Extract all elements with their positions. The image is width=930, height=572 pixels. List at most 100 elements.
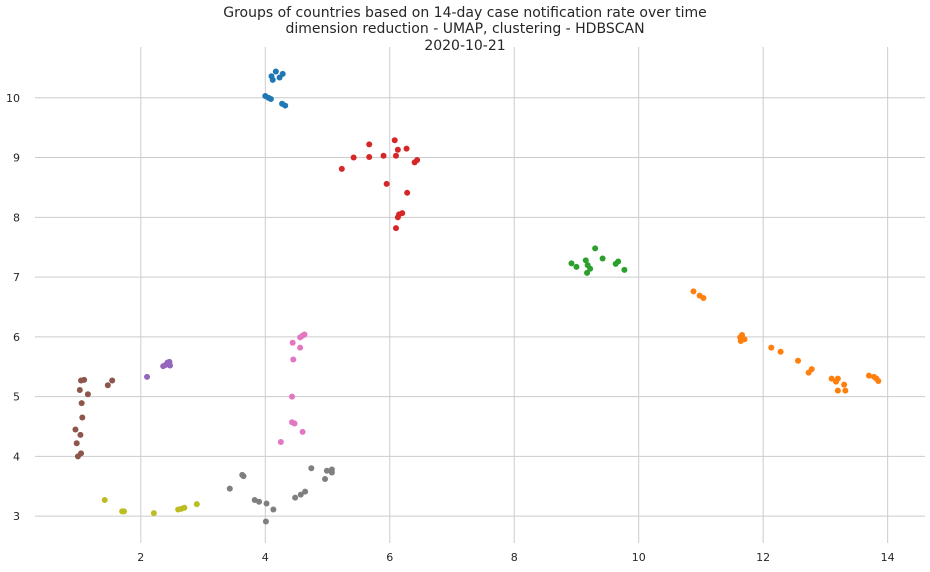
data-point <box>366 141 373 148</box>
x-tick-label: 10 <box>632 551 646 564</box>
cluster-7 <box>226 465 335 525</box>
data-point <box>394 214 401 221</box>
data-point <box>621 266 628 273</box>
cluster-3 <box>690 288 882 394</box>
y-tick-label: 8 <box>13 211 20 224</box>
data-point <box>74 453 81 460</box>
data-point <box>573 263 580 270</box>
data-point <box>84 391 91 398</box>
data-point <box>73 440 80 447</box>
chart-title-line-1: Groups of countries based on 14-day case… <box>223 5 707 21</box>
x-tick-label: 2 <box>137 551 144 564</box>
y-tick-label: 9 <box>13 152 20 165</box>
data-point <box>267 95 274 102</box>
data-point <box>582 257 589 264</box>
data-point <box>328 469 335 476</box>
x-tick-label: 4 <box>262 551 269 564</box>
data-point <box>269 76 276 83</box>
data-point <box>865 372 872 379</box>
data-point <box>297 491 304 498</box>
y-tick-label: 10 <box>6 92 20 105</box>
data-point <box>805 369 812 376</box>
y-tick-label: 7 <box>13 271 20 284</box>
data-point <box>414 156 421 163</box>
y-tick-label: 5 <box>13 391 20 404</box>
data-point <box>690 288 697 295</box>
data-point <box>193 501 200 508</box>
data-point <box>290 356 297 363</box>
x-tick-label: 6 <box>386 551 393 564</box>
data-point <box>72 426 79 433</box>
data-point <box>144 373 151 380</box>
data-point <box>392 152 399 159</box>
data-point <box>279 70 286 77</box>
cluster-0 <box>262 68 289 109</box>
data-point <box>301 331 308 338</box>
data-point <box>292 494 299 501</box>
data-point <box>350 154 357 161</box>
data-point <box>366 153 373 160</box>
data-point <box>291 420 298 427</box>
data-point <box>841 381 848 388</box>
data-point <box>101 496 108 503</box>
data-point <box>599 255 606 262</box>
data-point <box>587 265 594 272</box>
data-point <box>322 476 329 483</box>
data-point <box>828 375 835 382</box>
data-point <box>240 473 247 480</box>
data-point <box>256 498 263 505</box>
data-point <box>181 504 188 511</box>
data-point <box>777 348 784 355</box>
data-point <box>615 258 622 265</box>
chart-title-line-2: dimension reduction - UMAP, clustering -… <box>285 21 645 37</box>
data-point <box>77 431 84 438</box>
data-point <box>338 165 345 172</box>
tick-labels: 2 4 6 8 10 12 14 3 4 5 6 7 8 9 10 <box>6 92 895 564</box>
data-point <box>272 68 279 75</box>
data-point <box>568 260 575 267</box>
data-point <box>833 378 839 385</box>
cluster-1 <box>338 137 421 232</box>
data-point <box>391 137 398 144</box>
cluster-4 <box>144 358 174 380</box>
data-point <box>875 378 882 385</box>
cluster-5 <box>277 331 308 446</box>
data-point <box>737 338 744 345</box>
data-point <box>308 465 315 472</box>
data-point <box>76 387 83 394</box>
data-point <box>297 344 304 351</box>
data-point <box>289 393 296 400</box>
x-tick-label: 12 <box>756 551 770 564</box>
y-tick-label: 6 <box>13 331 20 344</box>
data-point <box>81 376 88 383</box>
data-point <box>584 269 591 276</box>
data-point <box>834 387 841 394</box>
data-point <box>383 180 390 187</box>
data-point <box>262 518 269 525</box>
y-tick-label: 3 <box>13 510 20 523</box>
data-point <box>282 102 289 109</box>
data-points <box>72 68 882 525</box>
data-point <box>700 294 707 301</box>
data-point <box>592 245 599 252</box>
data-point <box>392 225 399 232</box>
data-point <box>289 339 296 346</box>
data-point <box>104 382 111 389</box>
data-point <box>167 362 174 369</box>
data-point <box>299 428 306 435</box>
data-point <box>277 439 284 446</box>
data-point <box>795 357 802 364</box>
y-tick-label: 4 <box>13 450 20 463</box>
grid-lines <box>35 47 925 543</box>
data-point <box>79 414 86 421</box>
data-point <box>323 467 330 474</box>
data-point <box>263 500 270 507</box>
data-point <box>302 488 309 495</box>
data-point <box>394 146 401 153</box>
data-point <box>380 152 387 159</box>
data-point <box>404 189 411 196</box>
data-point <box>403 145 410 152</box>
x-tick-label: 14 <box>881 551 895 564</box>
